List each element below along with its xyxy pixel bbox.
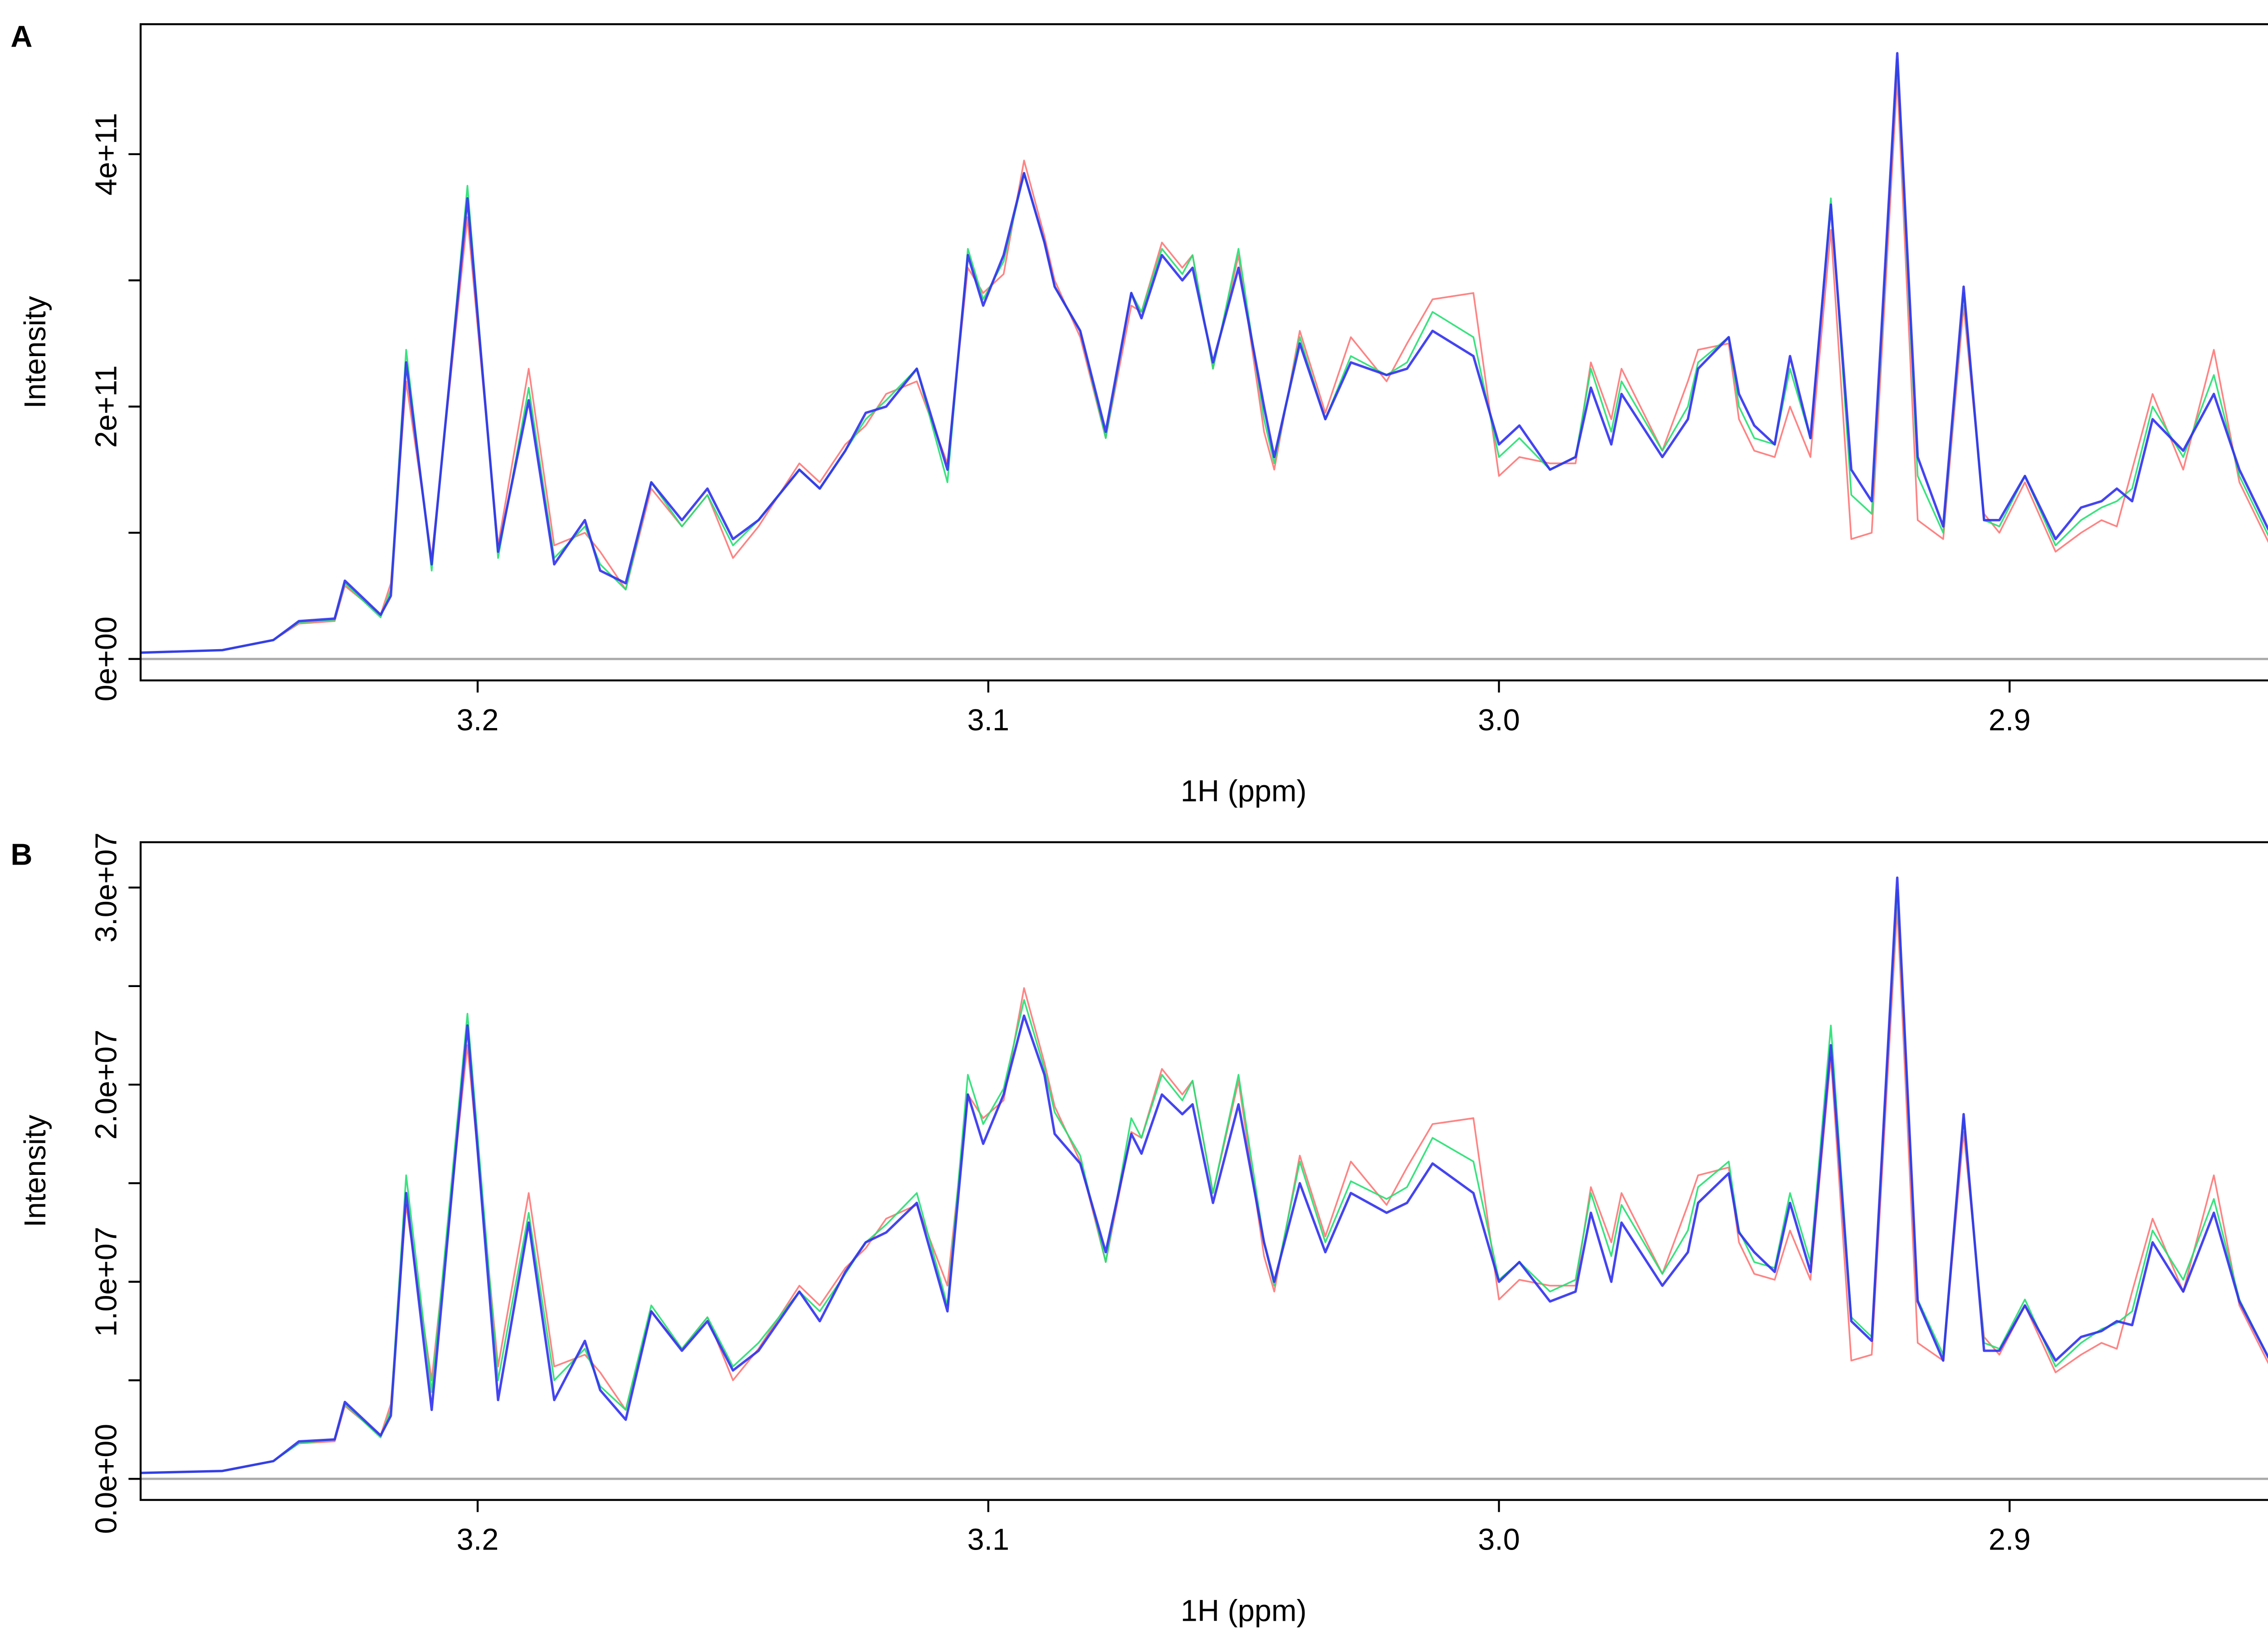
series-group	[141, 52, 2268, 654]
y-tick-label: 1.0e+07	[90, 1227, 123, 1337]
x-tick-label: 3.2	[457, 704, 499, 737]
plot-frame	[139, 841, 2268, 1501]
x-tick-label: 3.2	[457, 1523, 499, 1557]
series-group	[141, 876, 2268, 1474]
y-tick-label: 3.0e+07	[90, 832, 123, 943]
spectrum-line	[141, 876, 2268, 1474]
x-axis-label: 1H (ppm)	[1181, 775, 1307, 808]
y-tick-label: 0e+00	[90, 616, 123, 701]
spectrum-line	[141, 52, 2268, 654]
x-tick-label: 3.0	[1478, 1523, 1520, 1557]
y-tick-label: 2.0e+07	[90, 1030, 123, 1140]
x-tick-label: 3.1	[967, 1523, 1009, 1557]
spectrum-line	[141, 78, 2268, 654]
x-tick-label: 3.1	[967, 704, 1009, 737]
x-axis-label: 1H (ppm)	[1181, 1594, 1307, 1628]
y-tick-label: 4e+11	[90, 113, 123, 196]
y-tick-label: 2e+11	[90, 365, 123, 448]
plot-frame	[139, 23, 2268, 682]
panel-label: B	[10, 838, 32, 872]
y-axis-label: Intensity	[19, 1115, 52, 1227]
spectrum-line	[141, 59, 2268, 654]
spectrum-line	[141, 889, 2268, 1474]
y-axis-label: Intensity	[19, 296, 52, 409]
panel-label: A	[10, 20, 32, 54]
y-tick-label: 0.0e+00	[90, 1424, 123, 1534]
spectrum-line	[141, 906, 2268, 1474]
x-tick-label: 3.0	[1478, 704, 1520, 737]
x-tick-label: 2.9	[1989, 704, 2031, 737]
x-tick-label: 2.9	[1989, 1523, 2031, 1557]
